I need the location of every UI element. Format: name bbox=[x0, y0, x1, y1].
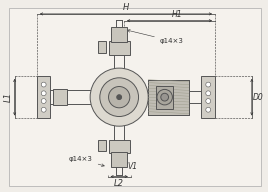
Circle shape bbox=[90, 68, 148, 126]
Bar bbox=[148, 80, 189, 115]
Circle shape bbox=[41, 99, 46, 103]
Circle shape bbox=[41, 107, 46, 112]
Circle shape bbox=[206, 82, 211, 87]
Circle shape bbox=[109, 87, 130, 108]
Text: D0: D0 bbox=[253, 93, 263, 102]
Bar bbox=[109, 41, 130, 55]
Bar bbox=[111, 152, 127, 167]
Text: H: H bbox=[123, 3, 129, 12]
Circle shape bbox=[161, 93, 169, 101]
Text: φ14×3: φ14×3 bbox=[127, 30, 184, 44]
Circle shape bbox=[157, 89, 172, 105]
Bar bbox=[53, 89, 67, 105]
Circle shape bbox=[100, 78, 139, 117]
Bar bbox=[109, 140, 130, 153]
Text: V1: V1 bbox=[127, 162, 137, 171]
Bar bbox=[111, 27, 127, 42]
Circle shape bbox=[117, 95, 122, 100]
Text: φ14×3: φ14×3 bbox=[69, 156, 104, 166]
Text: H1: H1 bbox=[172, 10, 183, 19]
Circle shape bbox=[41, 91, 46, 96]
Circle shape bbox=[206, 99, 211, 103]
Circle shape bbox=[206, 91, 211, 96]
Circle shape bbox=[41, 82, 46, 87]
Bar bbox=[156, 86, 173, 109]
Text: L1: L1 bbox=[4, 92, 13, 102]
Bar bbox=[98, 140, 106, 151]
Bar bbox=[37, 76, 50, 118]
Bar bbox=[202, 76, 215, 118]
Text: L2: L2 bbox=[114, 180, 124, 188]
Circle shape bbox=[206, 107, 211, 112]
Bar bbox=[98, 41, 106, 53]
